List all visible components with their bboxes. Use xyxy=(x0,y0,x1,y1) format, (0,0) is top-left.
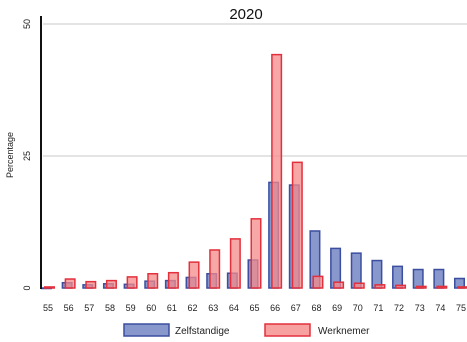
legend: Zelfstandige Werknemer xyxy=(123,323,370,337)
bar-werknemer xyxy=(250,218,262,289)
bar-werknemer xyxy=(85,280,97,289)
x-tick-label: 71 xyxy=(373,303,383,313)
x-tick-label: 74 xyxy=(435,303,445,313)
legend-swatch xyxy=(264,323,311,337)
bars xyxy=(41,53,467,290)
bar-zelfstandige xyxy=(371,259,383,289)
bar-werknemer xyxy=(457,286,467,289)
x-tick-label: 75 xyxy=(456,303,466,313)
bar-werknemer xyxy=(271,53,283,289)
x-tick-label: 63 xyxy=(208,303,218,313)
x-tick-label: 56 xyxy=(64,303,74,313)
bar-werknemer xyxy=(436,285,448,289)
x-tick-label: 64 xyxy=(229,303,239,313)
bar-werknemer xyxy=(105,279,117,289)
legend-swatch xyxy=(123,323,170,337)
legend-label: Werknemer xyxy=(318,326,370,337)
x-tick-label: 61 xyxy=(167,303,177,313)
bar-werknemer xyxy=(147,272,159,289)
x-tick-label: 70 xyxy=(353,303,363,313)
bar-werknemer xyxy=(126,276,138,289)
gridlines xyxy=(43,23,467,157)
x-tick-label: 67 xyxy=(291,303,301,313)
bar-werknemer xyxy=(312,275,324,289)
x-tick-label: 65 xyxy=(249,303,259,313)
x-tick-label: 60 xyxy=(146,303,156,313)
bar-werknemer xyxy=(353,282,365,289)
legend-label: Zelfstandige xyxy=(175,326,230,337)
bar-werknemer xyxy=(291,161,303,289)
x-tick-label: 68 xyxy=(311,303,321,313)
x-tick-label: 73 xyxy=(415,303,425,313)
y-axis-label: Percentage xyxy=(5,132,15,178)
bar-werknemer xyxy=(167,271,179,289)
bar-werknemer xyxy=(395,284,407,289)
chart-title: 2020 xyxy=(229,6,262,23)
bar-werknemer xyxy=(333,281,345,289)
y-tick-label: 25 xyxy=(22,151,32,161)
x-tick-label: 72 xyxy=(394,303,404,313)
x-tick-label: 59 xyxy=(126,303,136,313)
x-tick-label: 57 xyxy=(84,303,94,313)
bar-werknemer xyxy=(415,285,427,289)
x-tick-label: 69 xyxy=(332,303,342,313)
bar-zelfstandige xyxy=(412,268,424,289)
y-tick-label: 0 xyxy=(22,285,32,290)
x-tick-label: 62 xyxy=(188,303,198,313)
y-tick-label: 50 xyxy=(22,19,32,29)
bar-zelfstandige xyxy=(433,268,445,289)
bar-werknemer xyxy=(44,286,55,289)
y-tick-labels: 0 25 50 xyxy=(22,19,32,291)
bar-werknemer xyxy=(64,278,76,289)
bar-werknemer xyxy=(188,261,200,289)
x-tick-labels: 55 56 57 58 59 60 61 62 63 64 65 66 67 68 69 70 71 72 73 74… xyxy=(43,303,466,313)
bar-werknemer xyxy=(374,284,386,289)
x-tick-label: 66 xyxy=(270,303,280,313)
x-tick-label: 58 xyxy=(105,303,115,313)
x-tick-label: 55 xyxy=(43,303,53,313)
bar-werknemer xyxy=(209,249,221,289)
bar-werknemer xyxy=(229,238,241,289)
